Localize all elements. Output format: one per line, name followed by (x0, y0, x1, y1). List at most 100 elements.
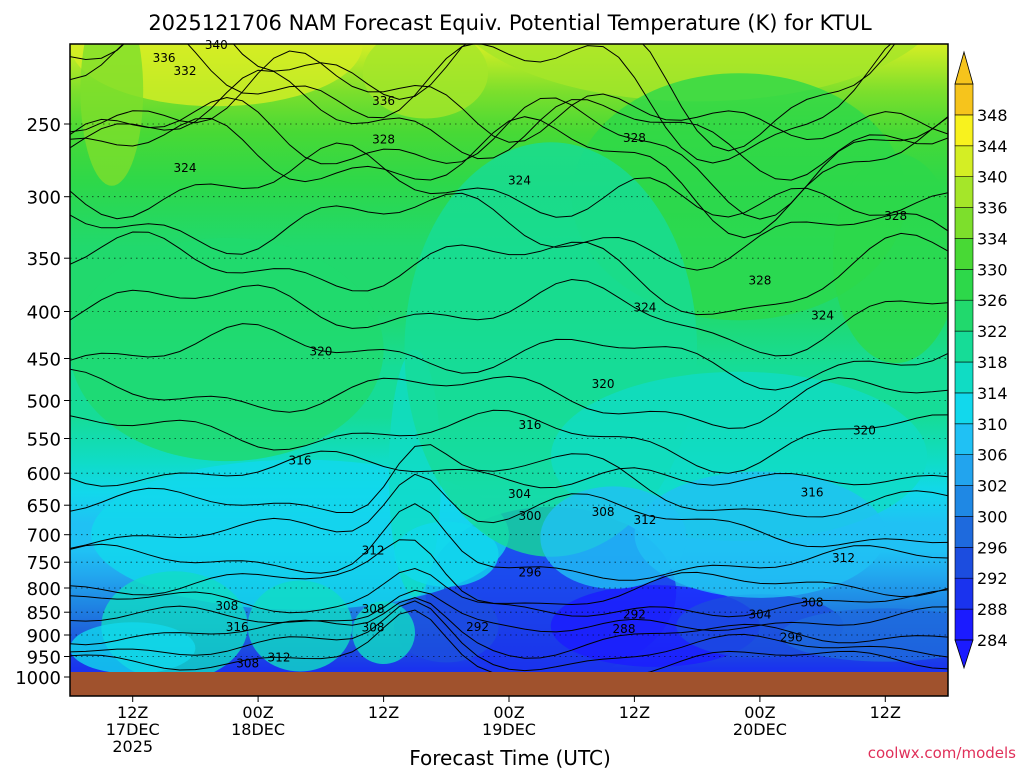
contour-label: 324 (811, 309, 834, 323)
colorbar-label: 330 (977, 260, 1008, 279)
contour-line (70, 231, 948, 316)
contour-label: 308 (215, 599, 238, 613)
y-tick-label: 250 (27, 115, 61, 136)
y-tick-label: 600 (27, 464, 61, 485)
chart-title: 2025121706 NAM Forecast Equiv. Potential… (148, 11, 872, 35)
y-tick-label: 550 (27, 430, 61, 451)
contour-label: 304 (748, 608, 771, 622)
colorbar-swatch (954, 608, 974, 641)
contour-label: 304 (508, 487, 531, 501)
x-tick-label: 12Z (619, 703, 650, 722)
contour-line (70, 44, 896, 152)
colorbar-label: 318 (977, 353, 1008, 372)
colorbar-swatch (954, 361, 974, 394)
contour-line (70, 44, 892, 164)
credit-text: coolwx.com/models (868, 744, 1016, 762)
colorbar-swatch (954, 83, 974, 116)
contour-line (70, 539, 948, 606)
colorbar-swatch (954, 145, 974, 178)
y-tick-label: 900 (27, 626, 61, 647)
y-tick-label: 650 (27, 496, 61, 517)
contour-label: 292 (466, 620, 489, 634)
contour-label: 316 (289, 453, 312, 467)
colorbar-swatch (954, 299, 974, 332)
ground-terrain (70, 672, 948, 696)
colorbar-label: 348 (977, 106, 1008, 125)
colorbar-label: 322 (977, 322, 1008, 341)
y-tick-label: 450 (27, 350, 61, 371)
theta-e-feature (80, 44, 144, 186)
contour-label: 340 (205, 38, 228, 52)
colorbar-swatch (954, 577, 974, 610)
colorbar-swatch (954, 268, 974, 301)
x-tick-label: 18DEC (231, 720, 285, 739)
colorbar-label: 344 (977, 137, 1008, 156)
contour-label: 316 (518, 418, 541, 432)
contour-label: 328 (623, 131, 646, 145)
contour-label: 332 (174, 64, 197, 78)
colorbar-swatch (954, 516, 974, 548)
contour-line (70, 368, 948, 429)
contour-label: 308 (362, 602, 385, 616)
contour-line (70, 50, 948, 143)
plot-area (70, 44, 948, 696)
contour-line (70, 503, 948, 581)
theta-e-feature (352, 601, 415, 664)
contour-line (70, 473, 948, 549)
contour-line (70, 444, 948, 518)
x-tick-label: 17DEC (106, 720, 160, 739)
contour-label: 328 (884, 209, 907, 223)
theta-e-feature (247, 580, 353, 672)
contour-label: 296 (780, 631, 803, 645)
contour-label: 320 (309, 344, 332, 358)
y-axis: 2503003504004505005506006507007508008509… (15, 115, 70, 689)
contour-label: 328 (748, 273, 771, 287)
colorbar-extend-top (954, 50, 974, 85)
theta-e-field-features (70, 44, 948, 681)
colorbar: 284 288 292 296 300 302 306 310 314 318 322 326 330 3… (954, 50, 1008, 670)
colorbar-label: 306 (977, 446, 1008, 465)
contour-line (70, 116, 948, 239)
colorbar-label: 310 (977, 415, 1008, 434)
colorbar-label: 334 (977, 229, 1008, 248)
y-tick-label: 500 (27, 392, 61, 413)
colorbar-swatch (954, 207, 974, 239)
colorbar-label: 288 (977, 600, 1008, 619)
contour-label: 308 (801, 596, 824, 610)
contour-line (70, 192, 948, 271)
colorbar-label: 340 (977, 168, 1008, 187)
theta-e-feature (540, 486, 687, 589)
y-tick-label: 750 (27, 553, 61, 574)
colorbar-swatch (954, 176, 974, 208)
contour-line (70, 450, 948, 489)
colorbar-label: 326 (977, 291, 1008, 310)
theta-e-feature (70, 237, 384, 462)
theta-e-feature (70, 622, 196, 674)
colorbar-swatch (954, 454, 974, 486)
contour-label: 308 (592, 505, 615, 519)
x-tick-label: 00Z (493, 703, 524, 722)
contour-label: 296 (518, 566, 541, 580)
contour-label: 336 (153, 51, 176, 65)
contour-line (70, 142, 948, 220)
colorbar-swatch (954, 114, 974, 147)
contour-label: 312 (268, 650, 291, 664)
colorbar-swatch (954, 485, 974, 517)
x-tick-label: 00Z (744, 703, 775, 722)
contour-label: 300 (518, 509, 541, 523)
contour-label: 324 (174, 161, 197, 175)
x-tick-label: 2025 (112, 737, 153, 756)
colorbar-label: 302 (977, 477, 1008, 496)
x-tick-label: 19DEC (482, 720, 536, 739)
colorbar-swatch (954, 238, 974, 270)
contour-line (70, 278, 948, 357)
contour-label: 308 (362, 620, 385, 634)
contour-line (70, 589, 948, 633)
colorbar-label: 292 (977, 569, 1008, 588)
x-tick-label: 12Z (368, 703, 399, 722)
contour-label: 324 (633, 301, 656, 315)
contour-label: 312 (633, 513, 656, 527)
colorbar-swatch (954, 392, 974, 425)
